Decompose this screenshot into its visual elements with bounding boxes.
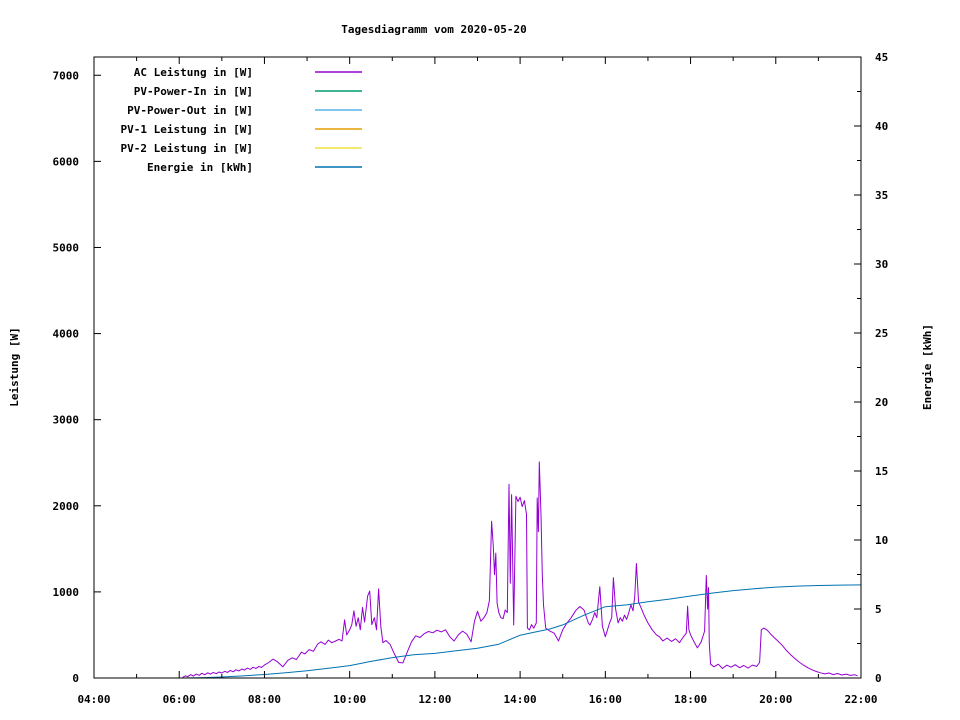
y2-tick-label: 25 [875, 327, 888, 340]
y2-tick-label: 35 [875, 189, 888, 202]
y2-axis-label: Energie [kWh] [921, 324, 934, 410]
y2-tick-label: 0 [875, 672, 882, 685]
series-curve [182, 461, 858, 678]
legend-label: AC Leistung in [W] [134, 66, 253, 79]
x-tick-label: 16:00 [589, 693, 622, 706]
legend-label: PV-Power-In in [W] [134, 85, 253, 98]
x-tick-label: 14:00 [504, 693, 537, 706]
y2-tick-label: 45 [875, 51, 888, 64]
series-curve [183, 584, 862, 679]
axis-tick-labels: 04:00 06:00 08:00 10:00 12:00 14:00 16:00 18:00… [53, 51, 889, 706]
x-tick-label: 20:00 [759, 693, 792, 706]
y-tick-label: 6000 [53, 155, 80, 168]
y2-tick-label: 10 [875, 534, 888, 547]
y2-tick-label: 40 [875, 120, 888, 133]
y2-tick-label: 20 [875, 396, 888, 409]
series-layer [182, 461, 862, 679]
x-tick-label: 06:00 [163, 693, 196, 706]
y2-tick-label: 30 [875, 258, 888, 271]
legend: AC Leistung in [W] PV-Power-In in [W] PV-P… [121, 66, 362, 174]
y-tick-label: 4000 [53, 328, 80, 341]
chart-title: Tagesdiagramm vom 2020-05-20 [341, 23, 526, 36]
x-tick-label: 12:00 [418, 693, 451, 706]
legend-label: PV-Power-Out in [W] [127, 104, 253, 117]
legend-label: PV-1 Leistung in [W] [121, 123, 253, 136]
legend-label: PV-2 Leistung in [W] [121, 142, 253, 155]
x-tick-label: 10:00 [333, 693, 366, 706]
y2-tick-label: 5 [875, 603, 882, 616]
x-tick-label: 18:00 [674, 693, 707, 706]
y-tick-label: 2000 [53, 500, 80, 513]
x-tick-label: 04:00 [77, 693, 110, 706]
y2-tick-label: 15 [875, 465, 888, 478]
x-tick-label: 22:00 [844, 693, 877, 706]
y-tick-label: 5000 [53, 241, 80, 254]
x-tick-label: 08:00 [248, 693, 281, 706]
y-tick-label: 0 [72, 672, 79, 685]
y-tick-label: 1000 [53, 586, 80, 599]
y-tick-label: 7000 [53, 69, 80, 82]
y-axis-label: Leistung [W] [8, 327, 21, 406]
axis-ticks [93, 56, 862, 679]
legend-label: Energie in [kWh] [147, 161, 253, 174]
y-tick-label: 3000 [53, 414, 80, 427]
